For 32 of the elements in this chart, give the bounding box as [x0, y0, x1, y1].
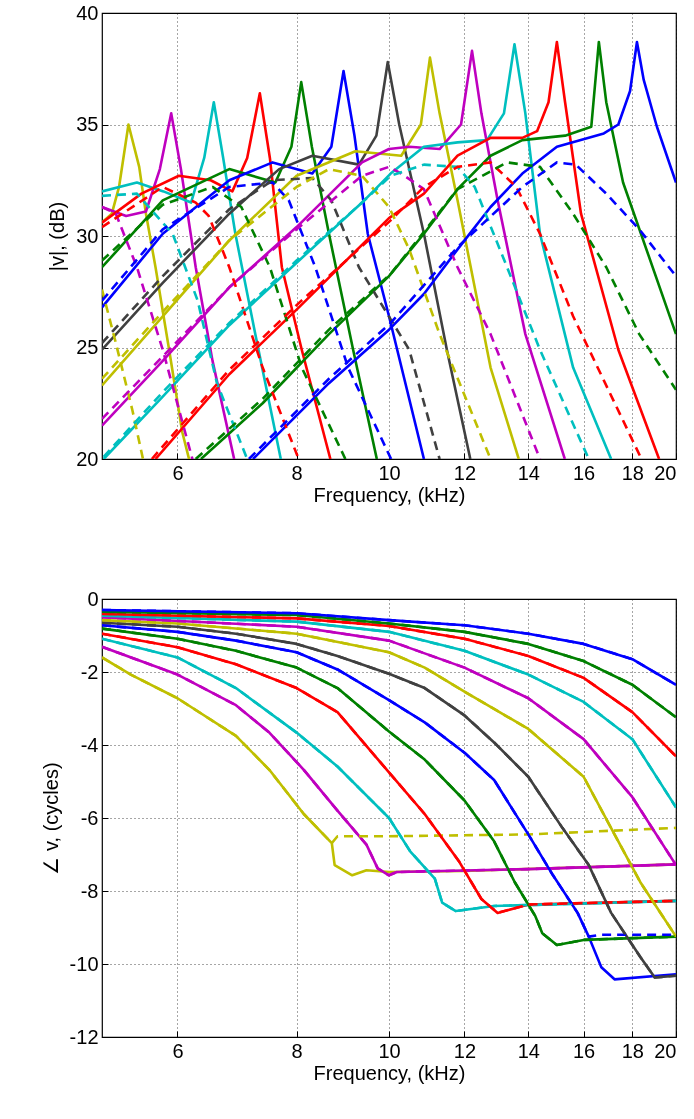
x-tick-label: 12: [453, 1039, 477, 1062]
x-tick-label: 8: [291, 461, 303, 484]
x-tick-label: 18: [621, 461, 644, 484]
x-tick-label: 10: [378, 1039, 401, 1062]
x-tick-label: 14: [517, 461, 540, 484]
y-tick-label: 20: [76, 447, 99, 470]
y-tick-label: -6: [80, 806, 99, 829]
y-tick-label: -8: [80, 879, 99, 902]
y-tick-label: 25: [76, 336, 99, 358]
x-tick-label: 6: [172, 461, 184, 484]
y-axis-title: |v|, (dB): [46, 201, 69, 272]
x-axis-title: Frequency, (kHz): [313, 483, 466, 506]
x-tick-label: 6: [172, 1039, 184, 1062]
y-tick-label: -12: [69, 1025, 99, 1048]
y-tick-label: -10: [69, 952, 99, 975]
y-tick-label: 30: [76, 224, 99, 247]
y-tick-label: -2: [80, 660, 99, 683]
x-axis-title: Frequency, (kHz): [313, 1061, 466, 1084]
x-tick-label: 16: [572, 461, 596, 484]
x-tick-label: 8: [291, 1039, 303, 1062]
x-tick-label: 12: [453, 461, 477, 484]
y-tick-label: 0: [87, 587, 99, 610]
x-tick-label: 10: [378, 461, 401, 484]
y-tick-label: 35: [76, 113, 99, 135]
x-tick-label: 20: [654, 1039, 677, 1062]
y-axis-title: ∠ v, (cycles): [39, 762, 62, 875]
y-tick-label: 40: [76, 1, 99, 24]
y-tick-label: -4: [80, 733, 99, 756]
x-tick-label: 16: [572, 1039, 596, 1062]
x-tick-label: 18: [621, 1039, 644, 1062]
x-tick-label: 14: [517, 1039, 540, 1062]
x-tick-label: 20: [654, 461, 677, 484]
